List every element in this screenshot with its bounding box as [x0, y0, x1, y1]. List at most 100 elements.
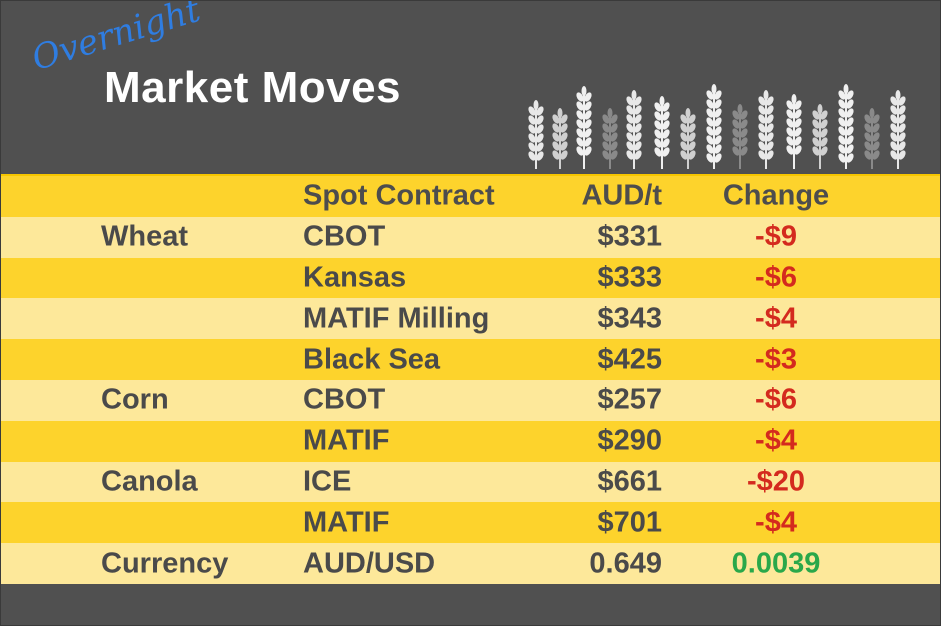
commodity: Currency: [101, 547, 229, 580]
wheat-stalk: [654, 120, 662, 130]
wheat-stalk: [890, 150, 898, 160]
wheat-stalk: [766, 96, 774, 106]
wheat-stalk: [838, 117, 846, 127]
wheat-stalk: [869, 108, 875, 118]
wheat-stalk: [552, 150, 560, 160]
wheat-stalk: [786, 100, 794, 110]
price: $257: [597, 383, 662, 416]
wheat-stalk: [794, 100, 802, 110]
change: -$6: [755, 261, 797, 294]
wheat-stalk: [838, 144, 846, 154]
wheat-stalk: [528, 151, 536, 161]
wheat-stalk: [758, 105, 766, 115]
wheat-stalk: [812, 110, 820, 120]
wheat-stalk: [662, 147, 670, 157]
wheat-stalk: [584, 110, 592, 120]
column-header: Change: [722, 179, 830, 212]
wheat-stalk: [610, 123, 618, 133]
wheat-stalk: [820, 137, 828, 147]
wheat-stalk: [838, 135, 846, 145]
wheat-stalk: [794, 109, 802, 119]
wheat-stalk: [680, 141, 688, 151]
column-header: AUD/t: [581, 179, 662, 212]
wheat-stalk: [528, 124, 536, 134]
wheat-stalk: [766, 105, 774, 115]
wheat-stalk: [536, 151, 544, 161]
wheat-stalk: [898, 123, 906, 133]
wheat-stalk: [634, 123, 642, 133]
wheat-stalk: [786, 109, 794, 119]
wheat-stalk: [584, 92, 592, 102]
wheat-stalk: [846, 144, 854, 154]
wheat-stalk: [838, 153, 846, 163]
table-row: MATIF Milling $343 -$4: [1, 298, 940, 340]
wheat-stalk: [626, 96, 634, 106]
table-row: Black Sea $425 -$3: [1, 339, 940, 380]
wheat-stalk: [864, 114, 872, 124]
wheat-stalk: [732, 137, 740, 147]
wheat-stalk: [610, 114, 618, 124]
change: -$9: [755, 220, 797, 253]
wheat-stalk: [890, 123, 898, 133]
wheat-stalk: [706, 117, 714, 127]
table: Spot Contract AUD/t Change Wheat CBOT $331…: [1, 174, 940, 584]
wheat-stalk: [714, 126, 722, 136]
wheat-stalk: [680, 150, 688, 160]
wheat-stalk: [846, 126, 854, 136]
wheat-stalk: [576, 128, 584, 138]
wheat-stalk: [820, 110, 828, 120]
wheat-stalk: [688, 114, 696, 124]
wheat-stalk: [732, 146, 740, 156]
wheat-stalk: [602, 132, 610, 142]
wheat-stalk: [607, 108, 613, 118]
wheat-stalk: [576, 110, 584, 120]
wheat-stalk: [732, 119, 740, 129]
price: 0.649: [589, 547, 662, 580]
wheat-stalk: [758, 132, 766, 142]
wheat-stalk: [626, 141, 634, 151]
wheat-stalk: [659, 96, 665, 106]
contract: MATIF: [303, 424, 390, 457]
wheat-stalk: [602, 141, 610, 151]
wheat-stalk: [872, 150, 880, 160]
wheat-stalk: [898, 132, 906, 142]
wheat-stalk: [552, 141, 560, 151]
wheat-stalk: [634, 132, 642, 142]
wheat-stalk: [581, 86, 587, 96]
wheat-stalk: [626, 132, 634, 142]
commodity: Wheat: [101, 220, 188, 253]
wheat-stalk: [895, 90, 901, 100]
title: Market Moves: [104, 63, 402, 112]
contract: MATIF: [303, 506, 390, 539]
wheat-stalk: [758, 114, 766, 124]
wheat-stalk: [626, 105, 634, 115]
wheat-stalk: [898, 96, 906, 106]
wheat-stalk: [740, 146, 748, 156]
wheat-stalk: [631, 90, 637, 100]
price: $701: [597, 506, 662, 539]
wheat-stalk: [740, 137, 748, 147]
wheat-stalk: [685, 108, 691, 118]
wheat-stalk: [890, 141, 898, 151]
wheat-stalk: [763, 90, 769, 100]
contract: Kansas: [303, 261, 407, 294]
wheat-stalk: [898, 141, 906, 151]
wheat-stalk: [864, 150, 872, 160]
wheat-stalk: [706, 126, 714, 136]
change: -$4: [755, 506, 797, 539]
wheat-stalk: [758, 150, 766, 160]
wheat-stalk: [560, 123, 568, 133]
wheat-stalk: [662, 129, 670, 139]
wheat-stalk: [740, 128, 748, 138]
wheat-stalk: [706, 90, 714, 100]
wheat-stalk: [654, 129, 662, 139]
wheat-stalk: [766, 114, 774, 124]
wheat-stalk: [576, 137, 584, 147]
table-row: Kansas $333 -$6: [1, 257, 940, 299]
wheat-stalk: [766, 132, 774, 142]
wheat-stalk: [680, 114, 688, 124]
wheat-stalk: [654, 111, 662, 121]
wheat-stalk: [584, 137, 592, 147]
table-row: MATIF $290 -$4: [1, 420, 940, 462]
